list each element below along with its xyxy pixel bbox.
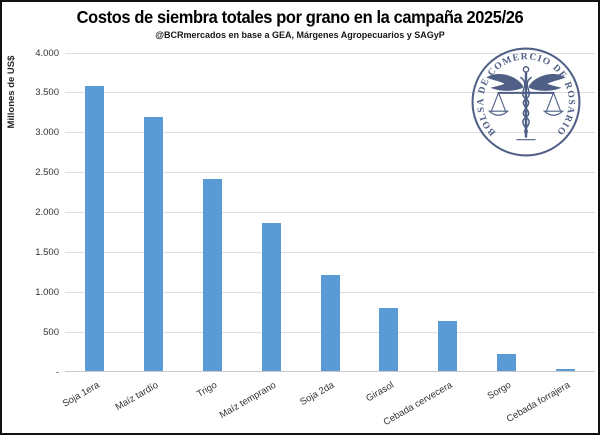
gridline — [65, 132, 595, 134]
gridline — [65, 172, 595, 174]
bar-cebada-forrajera — [556, 368, 576, 371]
y-tick-label: 2.500 — [35, 167, 59, 179]
x-tick-label-sorgo: Sorgo — [485, 379, 514, 402]
x-tick-label-soja-2da: Soja 2da — [298, 379, 337, 409]
gridline — [65, 92, 595, 94]
chart-title: Costos de siembra totales por grano en l… — [76, 7, 524, 27]
logo-outer-ring — [471, 47, 581, 157]
bar-soja-1era — [84, 85, 104, 371]
y-tick-label: 1.500 — [35, 246, 59, 258]
y-tick-label: 4.000 — [35, 47, 59, 59]
y-tick-label: 1.000 — [35, 286, 59, 298]
x-tick-label-maíz-tardío: Maíz tardío — [113, 379, 161, 414]
y-tick-label: - — [55, 366, 59, 378]
plot-area — [65, 52, 595, 372]
gridline — [65, 212, 595, 213]
chart-subtitle: @BCRmercados en base a GEA, Márgenes Agr… — [155, 30, 445, 40]
x-tick-label-girasol: Girasol — [364, 379, 396, 405]
x-tick-label-trigo: Trigo — [195, 379, 219, 400]
bar-girasol — [379, 308, 399, 371]
bar-maíz-temprano — [261, 223, 281, 371]
bar-maíz-tardío — [143, 117, 163, 371]
x-tick-label-soja-1era: Soja 1era — [60, 379, 102, 410]
gridline — [65, 251, 595, 253]
y-tick-label: 2.000 — [35, 207, 59, 218]
bar-trigo — [202, 178, 222, 371]
bcr-logo: BOLSA DE COMERCIO DE ROSARIO — [471, 47, 581, 157]
bar-sorgo — [497, 353, 517, 371]
bar-soja-2da — [320, 274, 340, 371]
y-tick-label: 3.500 — [35, 87, 59, 99]
y-tick-label: 3.000 — [35, 127, 59, 139]
x-tick-label-maíz-temprano: Maíz temprano — [217, 379, 278, 421]
x-tick-label-cebada-forrajera: Cebada forrajera — [505, 379, 573, 425]
caduceus-scales-icon — [486, 66, 566, 141]
y-tick-label: 500 — [43, 326, 59, 338]
bar-cebada-cervecera — [438, 320, 458, 371]
gridline — [65, 52, 595, 54]
